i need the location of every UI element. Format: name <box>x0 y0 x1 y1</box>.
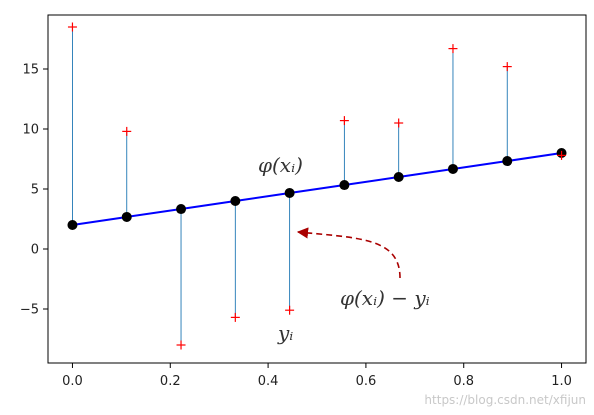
observed-point <box>394 118 404 128</box>
residual-annotation: φ(xᵢ) − yᵢ <box>340 286 430 310</box>
observed-point <box>122 126 132 136</box>
annotation-arrow <box>296 227 401 279</box>
y-axis-ticks: −5 0 5 10 15 <box>20 63 48 318</box>
fit-point <box>393 172 404 182</box>
x-tick-label: 0.8 <box>453 374 474 389</box>
x-axis-ticks: 0.0 0.2 0.4 0.6 0.8 1.0 <box>62 363 572 389</box>
y-tick-label: 0 <box>31 243 39 258</box>
observed-point <box>176 340 186 350</box>
x-tick-label: 0.2 <box>160 374 181 389</box>
y-tick-label: −5 <box>20 303 39 318</box>
x-tick-label: 0.6 <box>356 374 377 389</box>
fit-point <box>284 187 295 198</box>
watermark-text: https://blog.csdn.net/xfijun <box>424 393 586 407</box>
observed-annotation: yᵢ <box>277 321 293 345</box>
fit-point <box>447 163 458 174</box>
observed-point <box>502 62 512 72</box>
observed-point <box>230 312 240 322</box>
observed-point <box>448 44 458 54</box>
y-tick-label: 15 <box>22 63 39 78</box>
observed-point <box>557 150 567 160</box>
fit-point <box>121 211 132 222</box>
x-tick-label: 0.0 <box>62 374 83 389</box>
residual-lines <box>72 27 562 345</box>
fit-point <box>176 204 187 215</box>
fit-point <box>339 180 350 191</box>
fit-point <box>67 220 78 230</box>
fit-annotation: φ(xᵢ) <box>258 153 303 177</box>
y-tick-label: 10 <box>22 123 39 138</box>
fit-points <box>67 148 567 230</box>
fit-point <box>502 156 513 167</box>
observed-points <box>67 22 567 350</box>
x-tick-label: 0.4 <box>258 374 279 389</box>
y-tick-label: 5 <box>31 183 39 198</box>
observed-point <box>339 116 349 126</box>
fit-line <box>72 152 562 226</box>
observed-point <box>285 305 295 315</box>
observed-point <box>67 22 77 32</box>
fit-point <box>230 196 241 206</box>
x-tick-label: 1.0 <box>551 374 572 389</box>
